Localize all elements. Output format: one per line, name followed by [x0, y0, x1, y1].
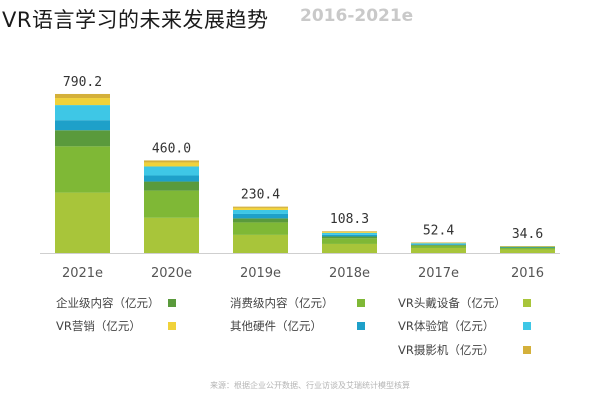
overlay-title: VR语言学习的未来发展趋势: [2, 8, 269, 32]
bar-segment-2021e-5: [55, 98, 110, 106]
legend-swatch-3: [168, 322, 176, 330]
bar-segment-2016-1: [500, 247, 555, 250]
bar-segment-2021e-0: [55, 192, 110, 253]
bar-segment-2020e-1: [144, 190, 199, 218]
legend-label-6: VR摄影机（亿元）: [398, 343, 494, 357]
x-tick-2017e: 2017e: [418, 266, 459, 281]
x-tick-2016: 2016: [511, 266, 544, 281]
bar-segment-2021e-1: [55, 146, 110, 193]
bar-segment-2020e-3: [144, 175, 199, 182]
value-label-2021e: 790.2: [63, 75, 102, 90]
bar-segment-2020e-6: [144, 160, 199, 163]
value-label-2019e: 230.4: [241, 188, 280, 203]
value-label-2020e: 460.0: [152, 141, 191, 156]
bar-segment-2020e-4: [144, 166, 199, 176]
bar-segment-2016-6: [500, 246, 555, 247]
bar-segment-2019e-1: [233, 222, 288, 235]
bar-segment-2019e-3: [233, 213, 288, 219]
bar-segment-2019e-5: [233, 207, 288, 210]
x-tick-2020e: 2020e: [151, 266, 192, 281]
bar-segment-2017e-5: [411, 242, 466, 244]
bar-segment-2018e-4: [322, 232, 377, 235]
bar-segment-2021e-6: [55, 93, 110, 99]
value-label-2017e: 52.4: [423, 223, 454, 238]
bar-segment-2018e-2: [322, 236, 377, 239]
legend-swatch-0: [168, 299, 176, 307]
bar-segment-2019e-2: [233, 218, 288, 223]
bar-segment-2017e-4: [411, 243, 466, 245]
bar-segment-2021e-3: [55, 120, 110, 131]
x-tick-2021e: 2021e: [62, 266, 103, 281]
legend-swatch-2: [523, 299, 531, 307]
bar-segment-2019e-0: [233, 234, 288, 253]
bar-segment-2018e-0: [322, 243, 377, 253]
bar-segment-2016-0: [500, 249, 555, 253]
legend-swatch-4: [357, 322, 365, 330]
legend-label-0: 企业级内容（亿元）: [56, 296, 160, 310]
bar-segment-2017e-1: [411, 245, 466, 248]
bar-segment-2016-3: [500, 246, 555, 248]
bar-segment-2020e-0: [144, 217, 199, 253]
chart-background-title: 2016-2021e: [300, 6, 414, 26]
bar-segment-2019e-4: [233, 209, 288, 214]
legend-label-5: VR体验馆（亿元）: [398, 319, 494, 333]
bar-segment-2017e-3: [411, 244, 466, 245]
bar-segment-2017e-6: [411, 242, 466, 243]
x-tick-2019e: 2019e: [240, 266, 281, 281]
bar-segment-2019e-6: [233, 206, 288, 208]
legend-swatch-5: [523, 322, 531, 330]
value-label-2018e: 108.3: [330, 212, 369, 227]
source-note: 来源：根据企业公开数据、行业访谈及艾瑞统计模型核算: [210, 381, 410, 390]
bar-segment-2020e-2: [144, 181, 199, 191]
legend-swatch-6: [523, 346, 531, 354]
legend-label-4: 其他硬件（亿元）: [230, 319, 322, 333]
value-label-2016: 34.6: [512, 227, 543, 242]
bar-segment-2018e-3: [322, 234, 377, 237]
legend-label-1: 消费级内容（亿元）: [230, 296, 334, 310]
bar-segment-2018e-5: [322, 231, 377, 233]
bar-segment-2016-2: [500, 247, 555, 248]
bar-segment-2018e-1: [322, 238, 377, 244]
bar-segment-2021e-4: [55, 105, 110, 121]
legend-swatch-1: [357, 299, 365, 307]
legend-label-3: VR营销（亿元）: [56, 319, 141, 333]
bar-segment-2018e-6: [322, 231, 377, 232]
bar-segment-2017e-2: [411, 244, 466, 246]
legend-label-2: VR头戴设备（亿元）: [398, 296, 506, 310]
bar-segment-2021e-2: [55, 130, 110, 147]
bar-segment-2017e-0: [411, 247, 466, 253]
bar-segment-2020e-5: [144, 162, 199, 167]
x-tick-2018e: 2018e: [329, 266, 370, 281]
